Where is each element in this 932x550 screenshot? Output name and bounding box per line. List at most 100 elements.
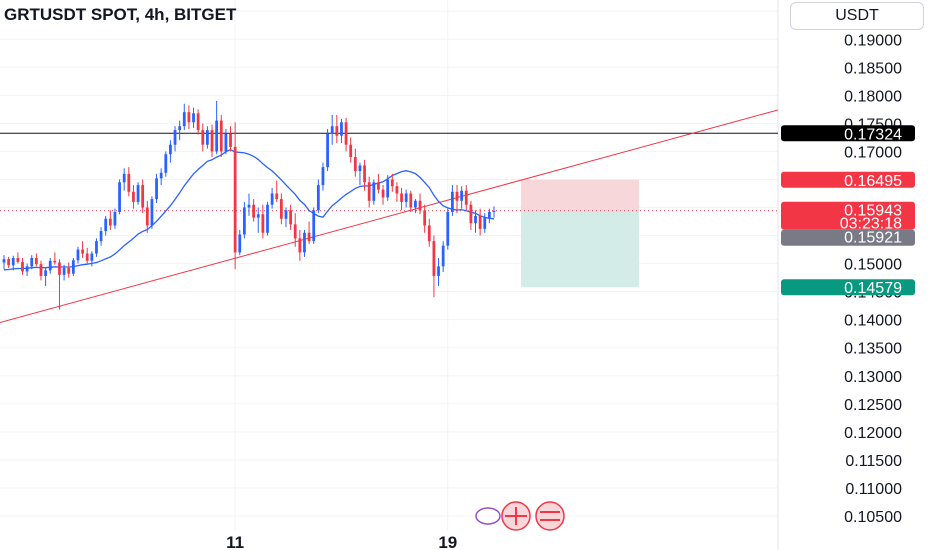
- candle-body: [418, 200, 422, 211]
- candle-body: [182, 112, 186, 127]
- candle-body: [81, 249, 84, 254]
- candle-body: [330, 126, 334, 134]
- candle: [266, 201, 269, 236]
- candle-body: [7, 259, 11, 266]
- candle: [483, 213, 487, 233]
- candle-body: [132, 191, 135, 202]
- candle: [155, 173, 158, 204]
- candle: [289, 204, 292, 230]
- candle: [150, 196, 154, 229]
- stop-loss-zone[interactable]: [521, 179, 639, 211]
- level-badge-bg: [781, 125, 915, 142]
- candle-body: [178, 126, 182, 131]
- trendline[interactable]: [0, 109, 779, 323]
- candle-body: [367, 182, 371, 201]
- candle-body: [395, 186, 399, 194]
- candle-body: [247, 204, 251, 208]
- candle-body: [344, 122, 348, 145]
- candle: [229, 126, 232, 152]
- candle: [21, 257, 24, 275]
- candle-body: [460, 190, 464, 201]
- candle-body: [358, 165, 362, 172]
- candle-body: [71, 260, 75, 274]
- candle-body: [400, 193, 403, 202]
- candle-body: [99, 231, 103, 242]
- candle-body: [437, 266, 440, 276]
- candle-body: [173, 130, 177, 145]
- candle: [104, 215, 108, 236]
- candle: [270, 187, 274, 209]
- candle-body: [150, 199, 154, 226]
- candle: [340, 118, 343, 144]
- candle: [358, 162, 362, 186]
- candle: [307, 221, 311, 244]
- candle-body: [414, 200, 417, 208]
- prev-close-badge-bg: [781, 229, 915, 246]
- candle: [108, 210, 112, 230]
- take-profit-zone[interactable]: [521, 210, 639, 288]
- candle-body: [104, 218, 108, 232]
- candle-body: [219, 120, 223, 152]
- candles[interactable]: [2, 100, 496, 310]
- candle: [349, 137, 353, 163]
- currency-button[interactable]: USDT: [790, 2, 924, 30]
- candle: [242, 201, 246, 239]
- candle: [39, 260, 43, 281]
- candle: [2, 255, 6, 270]
- candle: [141, 179, 145, 214]
- candle-body: [127, 173, 131, 192]
- candle-body: [423, 210, 427, 226]
- price-tick-label: 0.11000: [845, 481, 902, 498]
- candle-body: [95, 241, 98, 254]
- candle-body: [279, 199, 283, 219]
- candle-body: [270, 193, 274, 205]
- candle: [118, 179, 121, 215]
- candle-body: [326, 133, 329, 168]
- price-tick-label: 0.17000: [844, 144, 902, 161]
- candle: [363, 159, 366, 191]
- candle-body: [67, 268, 71, 274]
- candle: [173, 126, 177, 152]
- price-tick-label: 0.12500: [844, 397, 902, 414]
- date-label: 19: [438, 533, 457, 550]
- candle: [62, 264, 66, 281]
- candle: [321, 162, 325, 191]
- candle-body: [427, 225, 431, 242]
- candle: [233, 122, 237, 270]
- candle: [464, 185, 468, 211]
- candle-body: [303, 232, 306, 253]
- candle-body: [25, 266, 29, 272]
- candle-body: [390, 179, 394, 187]
- candle-body: [192, 113, 195, 123]
- logo-circle: [535, 501, 565, 531]
- candle-body: [386, 179, 390, 198]
- candle-body: [224, 133, 228, 152]
- tradingview-logo-icon: [475, 501, 565, 531]
- candle-body: [312, 210, 316, 242]
- candle-body: [76, 249, 80, 261]
- candle: [178, 120, 182, 141]
- candle: [67, 262, 71, 278]
- candle-body: [136, 185, 140, 202]
- candle-body: [155, 178, 158, 200]
- candle: [201, 123, 205, 152]
- candle: [474, 210, 477, 233]
- prev-close-badge-text: 0.15921: [844, 230, 902, 247]
- price-axis-labels: 0.195000.190000.185000.180000.175000.170…: [844, 4, 902, 526]
- candle: [279, 193, 283, 225]
- candle: [169, 140, 172, 163]
- candle-body: [256, 214, 260, 218]
- candle-body: [21, 261, 24, 272]
- candle: [330, 114, 334, 145]
- time-axis-labels: 11 19: [226, 533, 457, 550]
- candle: [136, 182, 140, 205]
- price-tick-label: 0.13000: [844, 369, 902, 386]
- candle-body: [44, 270, 47, 276]
- candle-body: [201, 130, 205, 145]
- candle: [395, 182, 399, 202]
- candle: [400, 187, 403, 211]
- candle: [224, 128, 228, 155]
- candle: [95, 238, 98, 257]
- candle: [99, 227, 103, 246]
